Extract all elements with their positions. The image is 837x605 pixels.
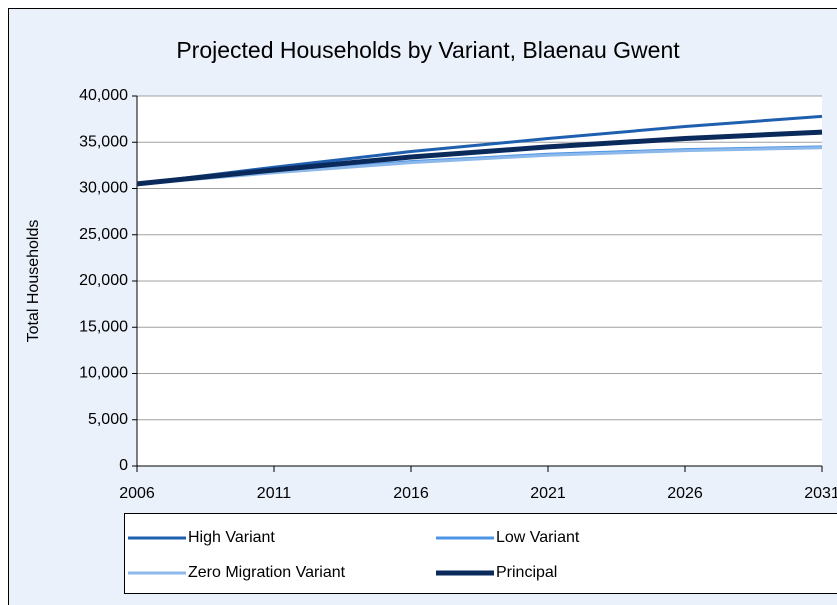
y-tick-label: 25,000 xyxy=(79,226,128,243)
legend-label: Principal xyxy=(496,564,557,581)
y-tick-label: 15,000 xyxy=(79,318,128,335)
y-tick-label: 40,000 xyxy=(79,87,128,104)
y-tick-label: 35,000 xyxy=(79,133,128,150)
y-tick-label: 0 xyxy=(119,457,128,474)
y-axis-label: Total Households xyxy=(25,220,42,343)
legend xyxy=(124,513,837,594)
legend-label: Low Variant xyxy=(496,529,580,546)
y-tick-label: 20,000 xyxy=(79,272,128,289)
x-tick-label: 2006 xyxy=(119,485,155,502)
x-tick-label: 2016 xyxy=(393,485,429,502)
x-tick-label: 2021 xyxy=(530,485,566,502)
legend-label: High Variant xyxy=(188,529,275,546)
series-line xyxy=(136,129,823,187)
chart-title: Projected Households by Variant, Blaenau… xyxy=(176,37,680,63)
legend-label: Zero Migration Variant xyxy=(188,564,346,581)
y-tick-label: 5,000 xyxy=(88,411,128,428)
y-tick-label: 30,000 xyxy=(79,180,128,197)
x-tick-label: 2011 xyxy=(257,485,292,502)
x-tick-label: 2026 xyxy=(667,485,703,502)
y-tick-label: 10,000 xyxy=(79,365,128,382)
x-tick-label: 2031 xyxy=(804,485,837,502)
